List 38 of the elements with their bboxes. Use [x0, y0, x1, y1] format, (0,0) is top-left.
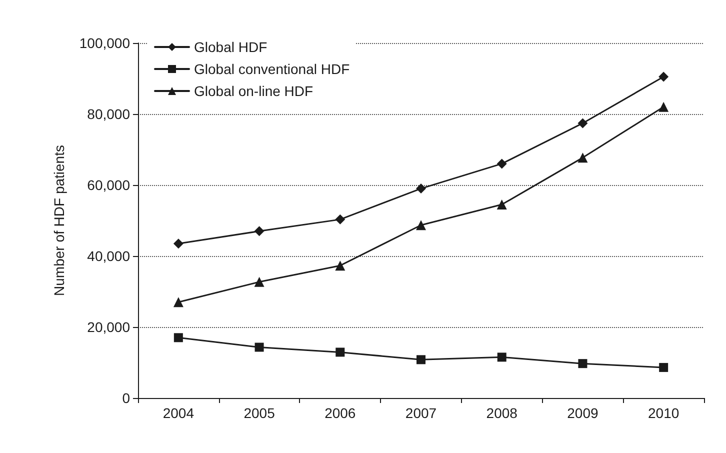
x-tick-label: 2006: [324, 405, 356, 421]
point: [416, 220, 426, 230]
point: [496, 158, 507, 169]
x-tick-label: 2004: [162, 405, 194, 421]
x-tick-label: 2009: [567, 405, 598, 421]
legend-label: Global conventional HDF: [194, 61, 350, 77]
point: [335, 214, 346, 224]
point: [416, 184, 426, 194]
x-tick-label: 2008: [486, 405, 518, 421]
point: [254, 226, 264, 236]
point: [658, 102, 669, 112]
y-tick-label: 60,000: [87, 177, 130, 193]
y-tick-label: 100,000: [79, 35, 130, 51]
point: [336, 348, 345, 357]
point: [254, 342, 264, 352]
point: [173, 238, 184, 249]
point: [578, 359, 588, 368]
point: [416, 355, 426, 364]
point: [659, 362, 668, 372]
point: [497, 352, 506, 362]
x-tick-label: 2007: [405, 405, 437, 421]
point: [173, 297, 184, 308]
x-tick-label: 2005: [244, 405, 276, 421]
y-axis-title: Number of HDF patients: [51, 145, 67, 296]
point: [254, 276, 264, 287]
point: [578, 118, 588, 128]
point: [335, 260, 346, 271]
y-tick-label: 40,000: [87, 248, 130, 264]
point: [578, 152, 588, 163]
point: [658, 72, 669, 82]
y-tick-label: 0: [122, 390, 130, 406]
legend-label: Global HDF: [194, 39, 268, 55]
y-tick-label: 80,000: [87, 106, 130, 122]
point: [174, 333, 183, 342]
x-tick-label: 2010: [648, 405, 680, 421]
point: [496, 200, 507, 210]
y-tick-label: 20,000: [87, 319, 130, 335]
legend-label: Global on-line HDF: [194, 83, 314, 99]
